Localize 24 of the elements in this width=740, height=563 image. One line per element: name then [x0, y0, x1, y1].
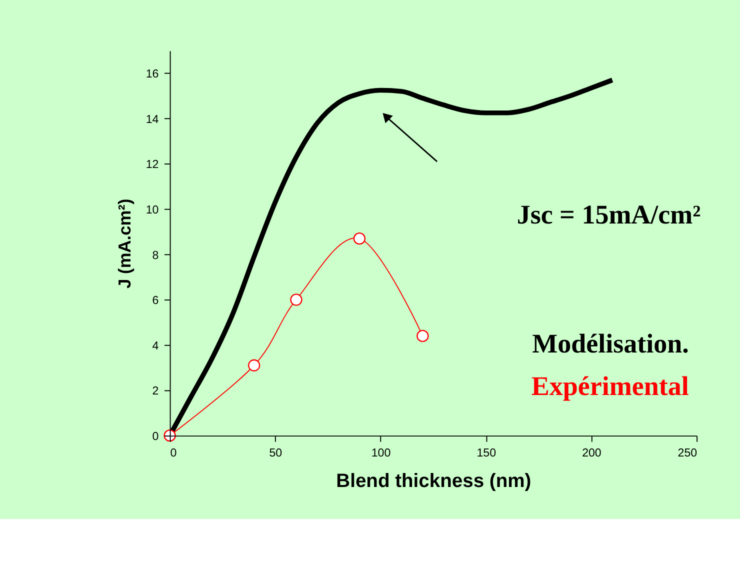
point [248, 359, 260, 372]
y-tick-label: 0 [152, 430, 159, 443]
y-tick-label: 4 [152, 340, 160, 352]
x-tick-label: 250 [678, 447, 698, 460]
y-tick-label: 12 [146, 159, 159, 172]
annotation: Jsc = 15mA/cm² [516, 199, 701, 230]
text: Expérimental [531, 371, 690, 402]
y-tick-label: 2 [152, 386, 159, 398]
y-tick-label: 16 [146, 68, 159, 81]
x-tick-label: 0 [170, 447, 177, 460]
point [290, 294, 302, 306]
point [353, 232, 366, 245]
text: Modélisation. [532, 328, 689, 359]
point [416, 330, 429, 342]
x-tick-label: 50 [269, 447, 282, 460]
x-tick-label: 150 [476, 447, 496, 460]
y-tick-label: 8 [152, 250, 159, 262]
x-tick-label: 100 [371, 447, 391, 460]
y-axis-title: J (mA.cm²) [114, 198, 134, 288]
y-tick-label: 14 [146, 114, 160, 126]
x-axis-title: Blend thickness (nm) [336, 471, 532, 492]
x-tick-label: 200 [582, 447, 602, 460]
y-tick-label: 10 [146, 204, 159, 216]
y-tick-label: 6 [152, 295, 159, 308]
